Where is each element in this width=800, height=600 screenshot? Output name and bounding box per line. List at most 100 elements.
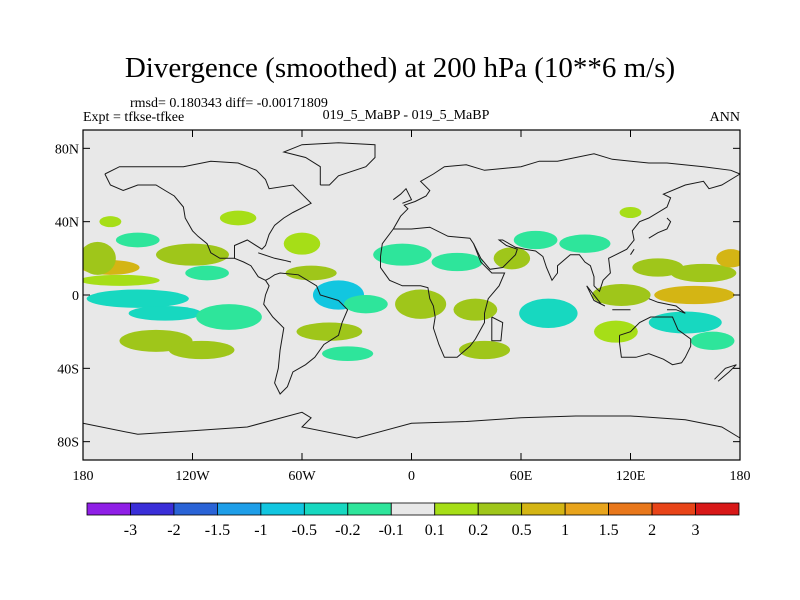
colorbar-swatch	[260, 502, 305, 516]
field-patch	[716, 249, 740, 268]
colorbar-label: 3	[692, 522, 700, 539]
colorbar-swatch	[521, 502, 566, 516]
field-patch	[513, 230, 558, 250]
field-patch	[99, 216, 122, 228]
coastline	[104, 173, 235, 259]
field-patch	[128, 306, 202, 321]
colorbar-label: 1.5	[599, 522, 619, 539]
colorbar-swatch	[608, 502, 653, 516]
x-tick-label: 0	[408, 469, 415, 484]
field-patch	[559, 234, 611, 253]
field-patch	[296, 322, 363, 341]
stats-line: rmsd= 0.180343 diff= -0.00171809	[130, 96, 328, 111]
field-patch	[285, 265, 337, 281]
colorbar-swatch	[303, 502, 349, 516]
field-patch	[670, 263, 737, 283]
y-tick-label: 40N	[55, 216, 79, 231]
y-tick-label: 0	[72, 289, 79, 304]
axis-ticks: 80N 40N 0 40S 80S 180 120W 60W 0 60E 120E 180	[55, 130, 751, 484]
field-patch	[395, 289, 447, 319]
experiment-label: Expt = tfkse-tfkee	[83, 110, 185, 125]
coastline	[586, 285, 606, 307]
coastline	[491, 316, 504, 342]
coastline	[258, 252, 292, 263]
colorbar: -3 -2 -1.5 -1 -0.5 -0.2 -0.1 0.1 0.2 0.5 1 1.5 2 3	[86, 502, 740, 539]
field-patch	[458, 340, 511, 360]
colorbar-swatch	[390, 502, 436, 516]
field-patch	[156, 243, 229, 266]
y-tick-label: 80S	[57, 436, 79, 451]
chart-subtitle: 019_5_MaBP - 019_5_MaBP	[322, 108, 490, 123]
field-patch	[185, 265, 230, 281]
x-tick-label: 180	[730, 469, 751, 484]
x-tick-label: 120E	[616, 469, 646, 484]
colorbar-swatch	[86, 502, 131, 516]
field-patch	[168, 340, 235, 360]
coastline	[473, 173, 741, 293]
colorbar-swatch	[477, 502, 523, 516]
colorbar-swatch	[130, 502, 175, 516]
colorbar-label: 0.5	[512, 522, 532, 539]
coastline-layer	[82, 142, 741, 439]
coastline	[82, 411, 741, 439]
field-patch	[592, 284, 651, 306]
colorbar-swatch	[695, 502, 740, 516]
coastline	[380, 226, 506, 358]
colorbar-swatch	[651, 502, 696, 516]
field-patch	[690, 331, 735, 351]
coastline	[392, 187, 413, 204]
y-tick-label: 40S	[57, 362, 79, 377]
colorbar-swatch	[347, 502, 392, 516]
colorbar-swatch	[173, 502, 218, 516]
coastline	[630, 248, 635, 255]
colorbar-label: 0.1	[425, 522, 445, 539]
field-patch	[654, 285, 735, 305]
coastline	[392, 153, 741, 230]
field-patch	[322, 346, 374, 361]
field-patch	[343, 295, 388, 314]
chart-title: Divergence (smoothed) at 200 hPa (10**6 …	[124, 52, 676, 84]
field-patch	[83, 274, 160, 286]
colorbar-label: -2	[167, 522, 180, 539]
y-tick-label: 80N	[55, 142, 79, 157]
field-patch	[86, 289, 189, 308]
colorbar-swatch	[564, 502, 610, 516]
field-patch	[431, 252, 483, 272]
field-patch	[115, 232, 160, 248]
x-tick-label: 60E	[510, 469, 533, 484]
coastline	[648, 217, 672, 239]
x-tick-label: 180	[73, 469, 94, 484]
field-patch	[219, 210, 257, 226]
colorbar-label: -3	[124, 522, 137, 539]
coastline	[648, 298, 686, 314]
field-patch	[594, 320, 638, 343]
field-patch	[453, 298, 498, 321]
x-tick-label: 120W	[175, 469, 210, 484]
coastline	[282, 142, 376, 186]
colorbar-label: 0.2	[468, 522, 488, 539]
field-patch	[283, 232, 321, 255]
coastline	[104, 160, 349, 395]
colorbar-label: 1	[561, 522, 569, 539]
colorbar-label: -0.2	[335, 522, 360, 539]
field-patch	[373, 243, 432, 266]
colorbar-label: -0.1	[379, 522, 404, 539]
field-patch	[83, 241, 116, 275]
colorbar-label: 2	[648, 522, 656, 539]
colorbar-label: -0.5	[292, 522, 317, 539]
colorbar-label: -1	[254, 522, 267, 539]
coastline	[619, 316, 692, 366]
season-label: ANN	[709, 110, 740, 125]
coastline	[714, 364, 737, 382]
field-patch	[619, 207, 642, 218]
x-tick-label: 60W	[288, 469, 316, 484]
colorbar-swatch	[216, 502, 262, 516]
colorbar-label: -1.5	[205, 522, 230, 539]
field-patch	[648, 311, 722, 334]
field-patch	[519, 298, 578, 329]
field-patch	[196, 304, 262, 330]
field-layer	[83, 207, 740, 361]
colorbar-swatch	[434, 502, 479, 516]
field-patch	[632, 258, 684, 277]
